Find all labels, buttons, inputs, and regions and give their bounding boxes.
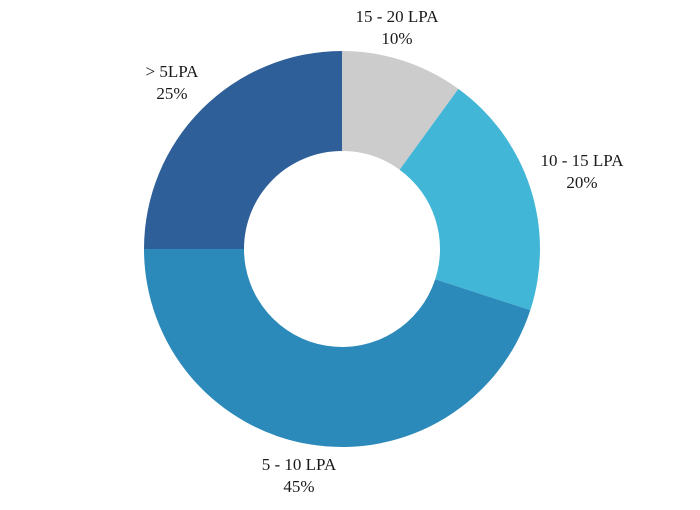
slice-label-3: 5 - 10 LPA [262,455,337,474]
slice-label-4: > 5LPA [146,62,200,81]
donut-slice-4 [144,51,342,249]
slice-labels: 15 - 20 LPA 10% 10 - 15 LPA 20% 5 - 10 LPA 45… [146,7,625,496]
slice-value-label-2: 20% [566,173,597,192]
donut-slice-2 [399,88,540,311]
slice-label-2: 10 - 15 LPA [541,151,625,170]
slice-value-label-3: 45% [283,477,314,496]
slice-value-label-1: 10% [381,29,412,48]
slice-label-1: 15 - 20 LPA [356,7,440,26]
slice-value-label-4: 25% [156,84,187,103]
donut-slice-1 [342,51,459,170]
donut-slice-3 [144,249,531,447]
donut-slices [144,51,540,447]
